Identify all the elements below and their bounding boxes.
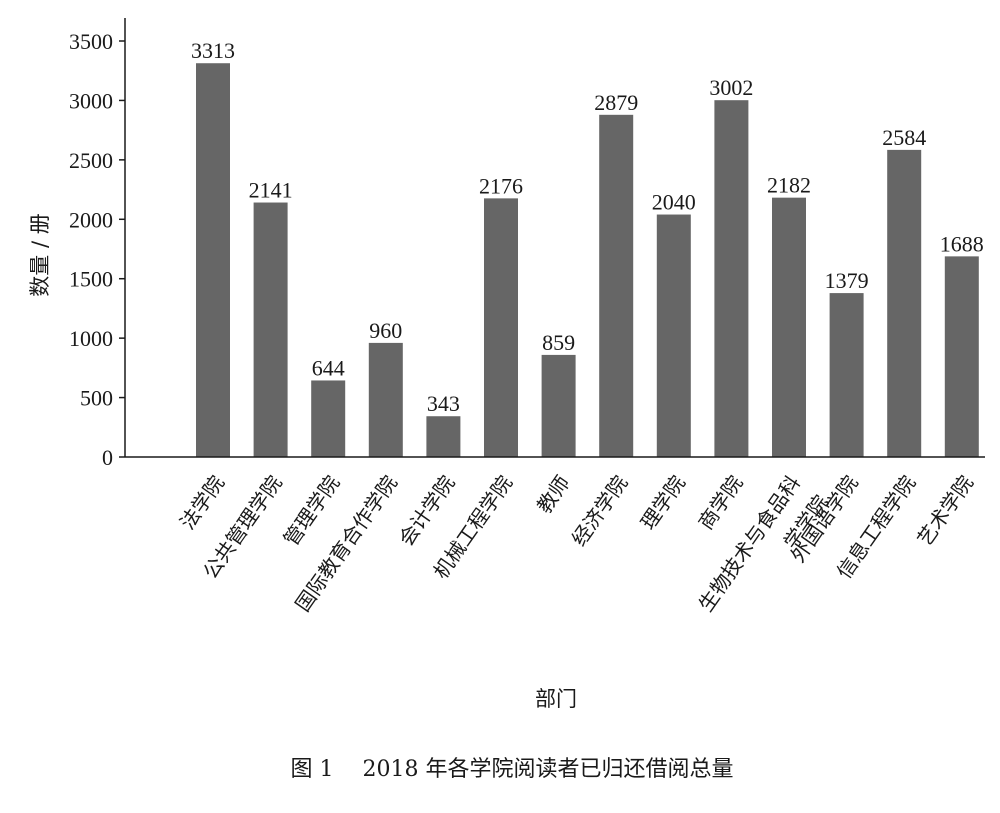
bar-value-label: 2182 xyxy=(767,173,811,198)
category-label-line: 国际教育合作学院 xyxy=(290,471,401,616)
bar-value-label: 343 xyxy=(427,391,460,416)
bar-value-label: 960 xyxy=(369,318,402,343)
bar xyxy=(484,198,518,457)
bar-value-label: 1379 xyxy=(825,268,869,293)
y-tick-label: 1500 xyxy=(69,267,113,292)
bar xyxy=(311,380,346,457)
category-label-line: 理学院 xyxy=(636,471,690,534)
category-label-line: 教师 xyxy=(532,471,575,518)
bars xyxy=(196,63,979,457)
y-tick-label: 3000 xyxy=(69,88,113,113)
bar-value-label: 1688 xyxy=(940,231,984,256)
bar xyxy=(541,354,576,457)
category-label: 艺术学院 xyxy=(912,471,978,550)
category-label-line: 法学院 xyxy=(175,471,229,534)
bar-value-label: 3313 xyxy=(191,38,235,63)
bar xyxy=(426,416,461,457)
bar xyxy=(253,202,288,457)
bar-value-label: 3002 xyxy=(709,75,753,100)
bar xyxy=(887,149,922,457)
bar xyxy=(368,342,403,457)
y-axis-ticks: 0 500 1000 1500 2000 2500 3000 3500 xyxy=(69,29,125,470)
value-labels: 3313 2141 644 960 343 2176 859 2879 2040 3002 2182… xyxy=(191,38,984,416)
category-label: 理学院 xyxy=(636,471,690,534)
y-tick-label: 500 xyxy=(80,386,113,411)
category-label-line: 商学院 xyxy=(693,471,747,534)
y-tick-label: 2000 xyxy=(69,207,113,232)
bar xyxy=(772,197,806,457)
y-tick-label: 1000 xyxy=(69,326,113,351)
y-tick-label: 0 xyxy=(102,445,113,470)
y-axis-title: 数量 / 册 xyxy=(28,213,52,296)
bar-value-label: 859 xyxy=(542,330,575,355)
bar xyxy=(196,63,230,457)
bar xyxy=(656,214,691,457)
bar xyxy=(944,256,979,457)
bar-value-label: 2584 xyxy=(882,125,926,150)
bar xyxy=(599,114,634,457)
category-label-line: 经济学院 xyxy=(567,471,633,550)
category-label: 商学院 xyxy=(693,471,747,534)
bar-value-label: 644 xyxy=(312,355,345,380)
bar-value-label: 2040 xyxy=(652,190,696,215)
category-label-line: 艺术学院 xyxy=(912,471,978,550)
bar-value-label: 2141 xyxy=(249,178,293,203)
x-axis-title: 部门 xyxy=(535,687,577,711)
figure-caption: 图 1 2018 年各学院阅读者已归还借阅总量 xyxy=(291,757,734,782)
bar-value-label: 2879 xyxy=(594,90,638,115)
category-label: 国际教育合作学院 xyxy=(290,471,401,616)
bar xyxy=(714,100,749,457)
y-tick-label: 2500 xyxy=(69,148,113,173)
category-label: 教师 xyxy=(532,471,575,518)
bar-value-label: 2176 xyxy=(479,173,523,198)
y-tick-label: 3500 xyxy=(69,29,113,54)
category-label: 经济学院 xyxy=(567,471,633,550)
bar xyxy=(829,293,864,457)
category-label: 法学院 xyxy=(175,471,229,534)
